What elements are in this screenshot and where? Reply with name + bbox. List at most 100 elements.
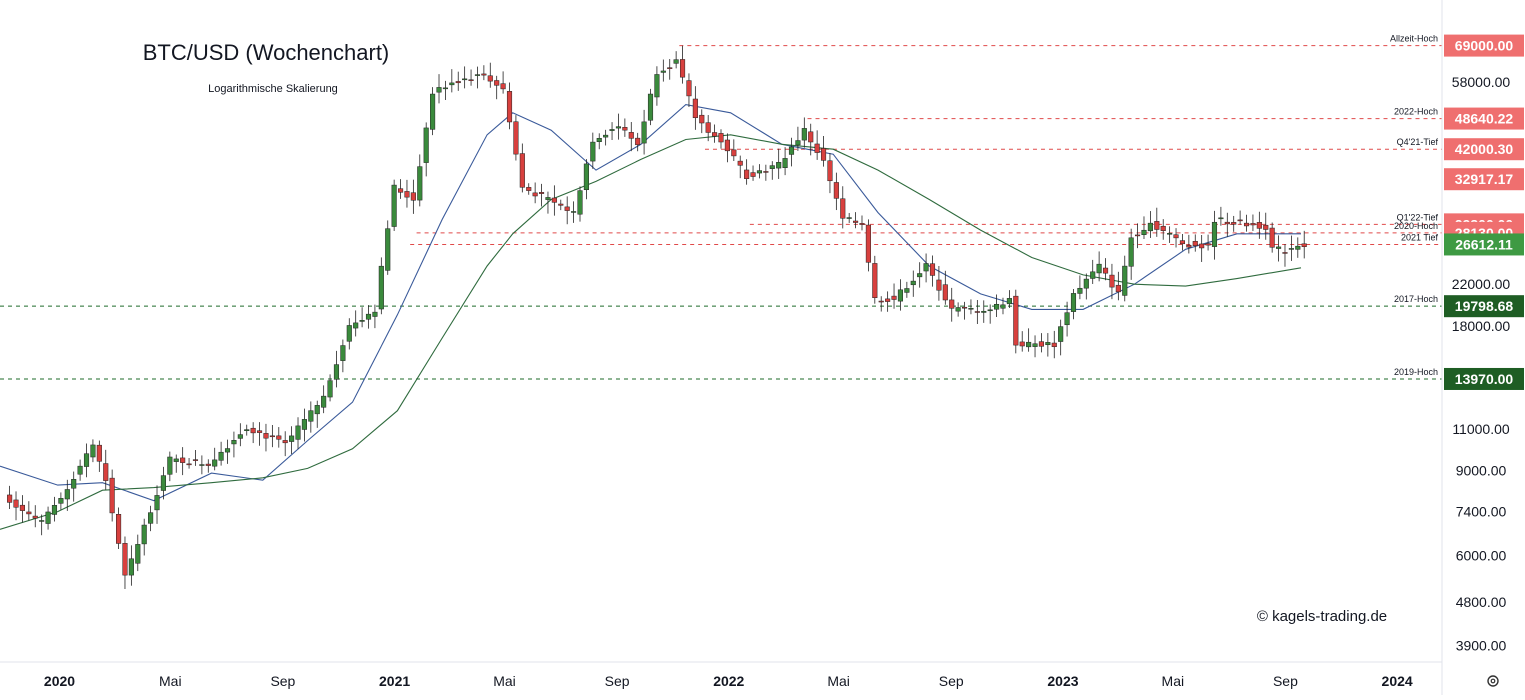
candle-body	[731, 149, 737, 157]
candle-body	[641, 121, 647, 144]
candle-body	[77, 465, 83, 475]
x-tick-label: Sep	[605, 673, 630, 689]
price-badge	[1444, 34, 1524, 57]
candle-body	[186, 463, 192, 466]
candle-body	[244, 429, 250, 432]
level-label: Q1'22-Tief	[1397, 212, 1439, 222]
time-axis: 2020 Mai Sep 2021 Mai Sep 2022 Mai Sep 2023 Mai Sep…	[0, 661, 1442, 689]
candle-body	[391, 184, 397, 227]
candle-body	[282, 440, 288, 444]
candle-body	[58, 498, 64, 504]
candle-body	[660, 70, 666, 73]
candle-body	[756, 170, 763, 174]
candle-body	[1276, 246, 1282, 249]
candle-body	[577, 190, 583, 215]
candle-body	[455, 81, 461, 84]
candle-body	[64, 489, 70, 500]
candle-body	[359, 320, 365, 322]
candle-body	[148, 512, 154, 524]
candle-body	[1013, 295, 1019, 346]
candle-body	[250, 427, 256, 434]
candle-body	[430, 93, 436, 130]
candle-body	[679, 59, 686, 78]
candle-body	[1051, 342, 1057, 348]
price-badge	[1444, 295, 1524, 318]
candle-body	[1032, 343, 1038, 347]
settings-gear-icon[interactable]	[1487, 675, 1499, 687]
y-tick-label: 22000.00	[1452, 276, 1511, 292]
moving-averages	[0, 104, 1302, 530]
candle-body	[1192, 241, 1198, 246]
candle-body	[782, 158, 788, 168]
candle-body	[532, 192, 538, 197]
candle-body	[1160, 225, 1166, 231]
candle-body	[769, 165, 775, 169]
candle-body	[1083, 278, 1089, 289]
candle-body	[103, 463, 109, 481]
candle-body	[90, 444, 96, 458]
candle-body	[141, 524, 147, 545]
price-badge-label: 69000.00	[1455, 38, 1514, 54]
level-lines: Allzeit-Hoch 2022-Hoch Q4'21-Tief Q1'22-Tie…	[0, 34, 1442, 380]
candle-body	[1147, 222, 1153, 232]
price-badge	[1444, 107, 1524, 130]
y-tick-label: 6000.00	[1456, 547, 1507, 563]
candle-body	[583, 163, 589, 191]
x-tick-label: Sep	[939, 673, 964, 689]
candle-body	[26, 511, 32, 515]
candle-body	[609, 129, 615, 131]
candle-body	[974, 311, 980, 313]
x-tick-label: 2020	[44, 673, 75, 689]
candle-body	[205, 463, 211, 466]
candle-body	[872, 263, 878, 299]
candle-body	[494, 80, 500, 86]
candle-body	[96, 444, 102, 462]
candle-body	[840, 198, 846, 219]
candle-body	[263, 433, 269, 439]
candle-body	[654, 74, 660, 98]
candle-body	[814, 143, 820, 153]
candle-body	[1205, 243, 1211, 246]
candle-body	[564, 206, 570, 211]
candle-body	[289, 435, 295, 442]
candle-body	[776, 162, 782, 169]
level-label: Allzeit-Hoch	[1390, 34, 1438, 44]
candle-body	[551, 197, 557, 203]
candle-body	[1211, 221, 1218, 247]
candle-body	[7, 494, 13, 503]
candle-body	[346, 325, 352, 342]
candle-body	[1301, 243, 1307, 247]
candle-body	[372, 311, 378, 317]
copyright-text: © kagels-trading.de	[1257, 608, 1387, 625]
y-tick-label: 9000.00	[1456, 463, 1507, 479]
candle-body	[1064, 312, 1070, 326]
candle-body	[487, 75, 493, 82]
candle-body	[1231, 222, 1237, 225]
candle-body	[1173, 234, 1179, 239]
level-label: 2022-Hoch	[1394, 107, 1438, 117]
candle-body	[968, 308, 974, 310]
candle-body	[788, 146, 795, 155]
candle-body	[1135, 234, 1141, 237]
candle-body	[737, 160, 743, 166]
candle-body	[1263, 224, 1269, 230]
candle-body	[795, 140, 801, 146]
candle-body	[462, 78, 468, 81]
candle-body	[45, 511, 51, 524]
candle-body	[833, 182, 839, 199]
price-badge-label: 48640.22	[1455, 111, 1514, 127]
price-badge	[1444, 367, 1524, 390]
candle-body	[365, 313, 372, 320]
candle-body	[218, 451, 224, 461]
candle-body	[295, 425, 301, 440]
candle-body	[942, 284, 948, 301]
candle-body	[1154, 221, 1160, 230]
candle-body	[327, 380, 333, 398]
candle-body	[827, 160, 833, 182]
candle-body	[1282, 252, 1288, 254]
y-tick-label: 4800.00	[1456, 594, 1507, 610]
price-badge-extra-label: 32917.17	[1455, 171, 1514, 187]
candle-body	[1026, 341, 1032, 348]
candle-body	[1243, 222, 1250, 227]
